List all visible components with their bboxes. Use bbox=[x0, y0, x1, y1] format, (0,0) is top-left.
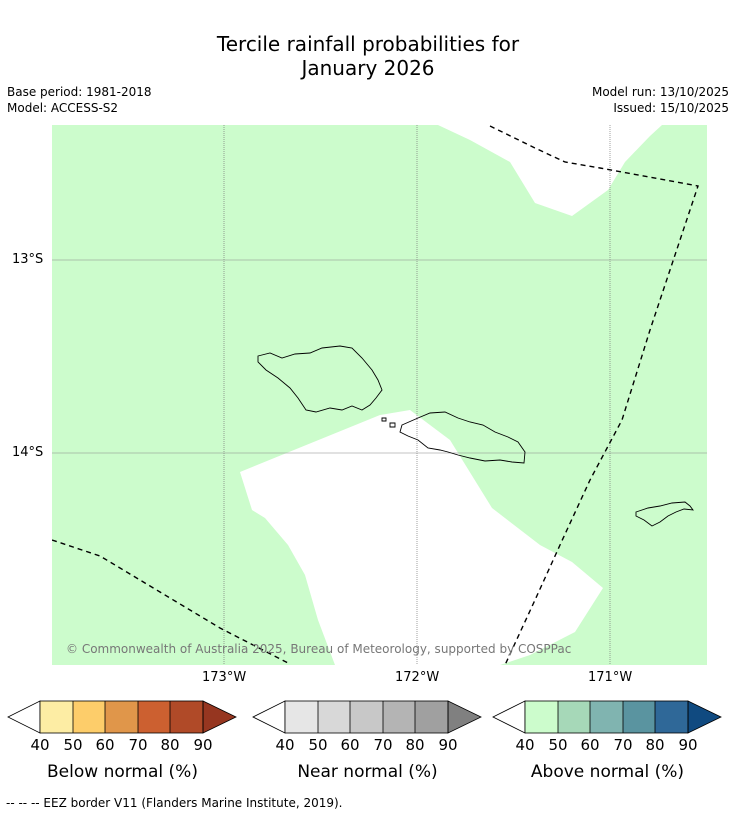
lat-label-13s: 13°S bbox=[12, 252, 44, 267]
swatch bbox=[590, 701, 623, 733]
issued-date: Issued: 15/10/2025 bbox=[613, 101, 729, 115]
swatch bbox=[525, 701, 558, 733]
swatch bbox=[415, 701, 448, 733]
copyright-text: © Commonwealth of Australia 2025, Bureau… bbox=[66, 642, 571, 656]
swatch bbox=[688, 701, 721, 733]
swatch bbox=[318, 701, 350, 733]
cb-tick: 80 bbox=[645, 736, 665, 754]
base-period: Base period: 1981-2018 bbox=[7, 85, 152, 99]
colorbar-label-near: Near normal (%) bbox=[297, 762, 438, 782]
swatch bbox=[285, 701, 318, 733]
manono-islet bbox=[389, 422, 396, 428]
cb-tick: 60 bbox=[95, 736, 115, 754]
colorbar-near-normal bbox=[252, 700, 482, 734]
upolu-island bbox=[399, 411, 526, 464]
cb-tick: 60 bbox=[580, 736, 600, 754]
cb-tick: 40 bbox=[275, 736, 295, 754]
cb-tick: 90 bbox=[193, 736, 213, 754]
model-name: Model: ACCESS-S2 bbox=[7, 101, 119, 115]
eez-footnote: -- -- -- EEZ border V11 (Flanders Marine… bbox=[6, 796, 343, 810]
swatch bbox=[448, 701, 481, 733]
lon-label-171w: 171°W bbox=[588, 670, 633, 685]
cb-tick: 70 bbox=[373, 736, 393, 754]
cb-tick: 90 bbox=[438, 736, 458, 754]
model-run: Model run: 13/10/2025 bbox=[591, 85, 729, 99]
swatch bbox=[40, 701, 73, 733]
cb-tick: 70 bbox=[128, 736, 148, 754]
map-title-line2: January 2026 bbox=[301, 56, 435, 80]
colorbar-below-normal bbox=[7, 700, 237, 734]
cb-tick: 50 bbox=[63, 736, 83, 754]
cb-tick: 40 bbox=[515, 736, 535, 754]
swatch bbox=[138, 701, 170, 733]
lat-label-14s: 14°S bbox=[12, 445, 44, 460]
swatch bbox=[655, 701, 688, 733]
lon-label-173w: 173°W bbox=[202, 670, 247, 685]
swatch bbox=[105, 701, 138, 733]
swatch bbox=[350, 701, 383, 733]
forecast-map: © Commonwealth of Australia 2025, Bureau… bbox=[52, 125, 707, 665]
cb-tick: 80 bbox=[160, 736, 180, 754]
cb-tick: 60 bbox=[340, 736, 360, 754]
colorbar-label-above: Above normal (%) bbox=[530, 762, 685, 782]
eez-border-south bbox=[52, 539, 291, 665]
apolima-islet bbox=[381, 417, 387, 422]
swatch bbox=[558, 701, 590, 733]
cb-tick: 50 bbox=[308, 736, 328, 754]
lon-label-172w: 172°W bbox=[395, 670, 440, 685]
swatch bbox=[170, 701, 203, 733]
swatch bbox=[623, 701, 655, 733]
swatch bbox=[73, 701, 105, 733]
colorbar-above-normal bbox=[492, 700, 722, 734]
cb-tick: 90 bbox=[678, 736, 698, 754]
map-title-line1: Tercile rainfall probabilities for bbox=[216, 32, 520, 56]
colorbar-label-below: Below normal (%) bbox=[47, 762, 198, 782]
cb-tick: 80 bbox=[405, 736, 425, 754]
tutuila-island bbox=[635, 501, 694, 527]
eez-border-north bbox=[489, 125, 699, 665]
cb-tick: 50 bbox=[548, 736, 568, 754]
swatch bbox=[383, 701, 415, 733]
cb-tick: 40 bbox=[30, 736, 50, 754]
savaii-island bbox=[257, 345, 383, 413]
cb-tick: 70 bbox=[613, 736, 633, 754]
swatch bbox=[203, 701, 236, 733]
